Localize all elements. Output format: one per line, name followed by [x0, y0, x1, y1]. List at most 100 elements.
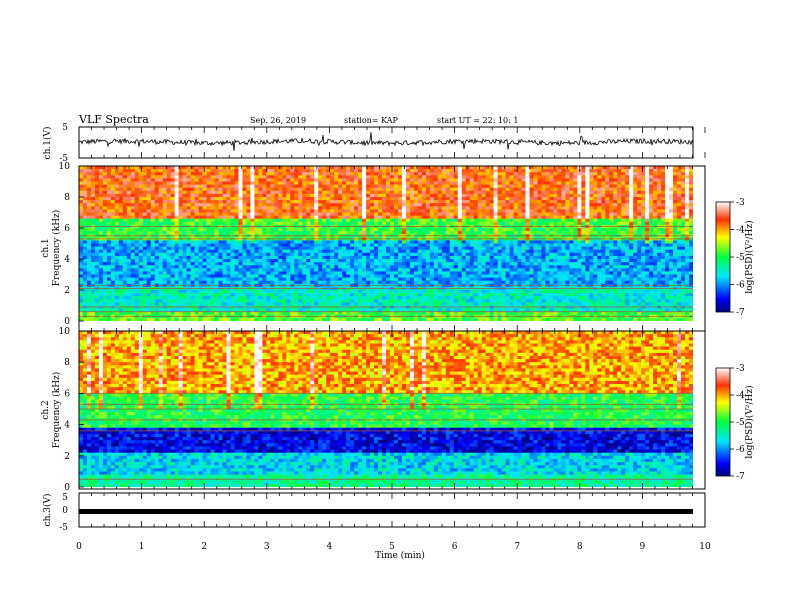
spectrogram-cell — [433, 265, 439, 269]
spectrogram-cell — [310, 308, 315, 312]
spectrogram-cell — [118, 274, 124, 278]
spectrogram-cell — [98, 290, 104, 294]
spectrogram-cell — [194, 206, 199, 210]
spectrogram-cell — [409, 255, 415, 260]
spectrogram-cell — [386, 293, 391, 297]
spectrogram-cell — [234, 197, 239, 201]
spectrogram-cell — [469, 268, 475, 272]
spectrogram-cell — [162, 308, 168, 312]
spectrogram-cell — [469, 259, 475, 263]
spectrogram-cell — [166, 299, 171, 303]
spectrogram-cell — [94, 169, 100, 173]
spectrogram-cell — [282, 308, 287, 312]
spectrogram-cell — [94, 296, 100, 300]
spectrogram-cell — [310, 206, 315, 210]
spectrogram-cell — [389, 243, 395, 247]
spectrogram-cell — [461, 218, 467, 223]
spectrogram-cell — [134, 212, 140, 216]
spectrogram-cell — [278, 317, 283, 321]
spectrogram-cell — [86, 178, 92, 182]
spectrogram-cell — [378, 178, 383, 182]
spectrogram-cell — [166, 206, 171, 210]
spectrogram-cell — [194, 184, 199, 188]
spectrogram-cell — [358, 255, 363, 260]
spectrogram-cell — [238, 317, 243, 321]
spectrogram-cell — [354, 184, 359, 188]
spectrogram-cell — [190, 268, 195, 272]
spectrogram-cell — [250, 268, 255, 272]
spectrogram-cell — [246, 246, 251, 250]
spectrogram-cell — [122, 200, 128, 204]
spectrogram-cell — [202, 172, 207, 176]
spectrogram-cell — [441, 296, 447, 300]
spectrogram-cell — [441, 299, 447, 303]
spectrogram-cell — [274, 290, 279, 294]
spectrogram-cell — [366, 221, 371, 226]
spectrogram-cell — [86, 277, 92, 281]
spectrogram-cell — [449, 290, 455, 294]
spectrogram-cell — [433, 231, 439, 235]
spectrogram-cell — [354, 187, 359, 192]
spectrogram-cell — [378, 268, 383, 272]
spectrogram-cell — [290, 296, 295, 300]
spectrogram-cell — [126, 249, 132, 254]
spectrogram-cell — [278, 169, 283, 173]
spectrogram-cell — [198, 311, 203, 316]
spectrogram-cell — [326, 203, 331, 207]
spectrogram-cell — [79, 200, 84, 204]
spectrogram-cell — [310, 166, 315, 170]
spectrogram-cell — [334, 246, 339, 250]
spectrogram-cell — [389, 259, 395, 263]
spectrogram-cell — [222, 299, 227, 303]
spectrogram-cell — [246, 255, 251, 260]
spectrogram-cell — [346, 268, 351, 272]
spectrogram-cell — [270, 296, 275, 300]
spectrogram-cell — [242, 209, 247, 213]
spectrogram-cell — [126, 252, 132, 257]
spectrogram-cell — [222, 246, 227, 250]
spectrogram-cell — [429, 311, 435, 316]
spectrogram-cell — [226, 203, 231, 207]
spectrogram-cell — [170, 299, 175, 303]
spectrogram-cell — [110, 200, 116, 204]
spectrogram-cell — [433, 317, 439, 321]
spectrogram-cell — [322, 240, 327, 244]
spectrogram-cell — [326, 274, 331, 278]
spectrogram-cell — [258, 296, 263, 300]
spectrogram-cell — [146, 311, 152, 316]
spectrogram-cell — [270, 231, 275, 235]
spectrogram-cell — [234, 203, 239, 207]
spectrogram-cell — [358, 265, 363, 269]
spectrogram-cell — [354, 228, 359, 232]
spectrogram-cell — [82, 271, 88, 275]
spectrogram-cell — [401, 206, 407, 210]
spectrogram-cell — [114, 218, 120, 223]
spectrogram-cell — [206, 299, 211, 303]
spectrogram-cell — [294, 243, 299, 247]
spectrogram-cell — [286, 190, 291, 195]
spectrogram-cell — [437, 308, 443, 312]
spectrogram-cell — [286, 212, 291, 216]
spectrogram-cell — [370, 181, 375, 185]
spectrogram-cell — [202, 175, 207, 179]
spectrogram-cell — [465, 197, 471, 201]
spectrogram-cell — [102, 317, 108, 321]
spectrogram-cell — [417, 218, 423, 223]
spectrogram-cell — [366, 317, 371, 321]
spectrogram-cell — [226, 299, 231, 303]
spectrogram-cell — [433, 262, 439, 266]
spectrogram-cell — [294, 187, 299, 192]
spectrogram-cell — [445, 255, 451, 260]
spectrogram-cell — [389, 296, 395, 300]
spectrogram-cell — [437, 184, 443, 188]
spectrogram-cell — [386, 243, 391, 247]
spectrogram-cell — [374, 212, 379, 216]
spectrogram-cell — [214, 231, 219, 235]
spectrogram-cell — [437, 274, 443, 278]
spectrogram-cell — [106, 172, 112, 176]
spectrogram-cell — [346, 203, 351, 207]
spectrogram-cell — [110, 240, 116, 244]
spectrogram-cell — [409, 169, 415, 173]
spectrogram-cell — [154, 178, 160, 182]
spectrogram-cell — [134, 166, 140, 170]
